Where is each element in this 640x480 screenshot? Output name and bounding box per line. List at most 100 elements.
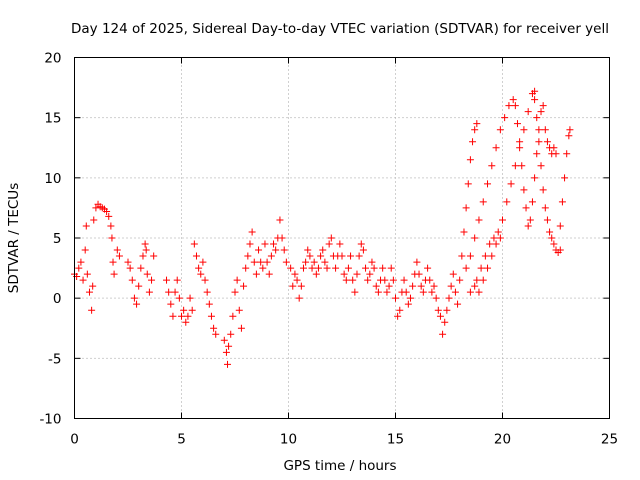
data-point <box>169 312 177 320</box>
data-point <box>471 282 479 290</box>
data-point <box>436 312 444 320</box>
data-point <box>404 300 412 308</box>
data-point <box>548 234 556 242</box>
data-point <box>535 138 543 146</box>
data-point <box>456 276 464 284</box>
data-point <box>558 198 566 206</box>
data-point <box>190 240 198 248</box>
data-point <box>323 264 331 272</box>
data-point <box>233 276 241 284</box>
data-point <box>150 252 158 260</box>
data-point <box>237 324 245 332</box>
data-point <box>182 318 190 326</box>
data-point <box>109 258 117 266</box>
data-point <box>192 252 200 260</box>
data-point <box>372 282 380 290</box>
data-point <box>477 264 485 272</box>
y-axis-label: SDTVAR / TECUs <box>6 183 22 293</box>
data-point <box>353 270 361 278</box>
data-point <box>308 264 316 272</box>
data-point <box>141 240 149 248</box>
data-point <box>295 294 303 302</box>
data-point <box>321 258 329 266</box>
data-point <box>432 294 440 302</box>
data-point <box>327 234 335 242</box>
data-point <box>257 258 265 266</box>
data-point <box>75 264 83 272</box>
data-point <box>473 120 481 128</box>
tick-labels: 0 5 10 15 20 25 -10 -5 0 5 10 15 20 <box>39 51 618 448</box>
data-point <box>396 306 404 314</box>
data-point <box>83 270 91 278</box>
data-point <box>261 240 269 248</box>
data-point <box>509 96 517 104</box>
data-point <box>188 306 196 314</box>
data-point <box>289 282 297 290</box>
data-point <box>556 222 564 230</box>
data-point <box>199 258 207 266</box>
data-point <box>524 222 532 230</box>
data-point <box>460 228 468 236</box>
data-point <box>220 336 228 344</box>
data-point <box>355 252 363 260</box>
data-point <box>454 300 462 308</box>
data-point <box>565 132 573 140</box>
data-point <box>227 330 235 338</box>
x-tick-label: 5 <box>177 432 186 448</box>
data-point <box>535 126 543 134</box>
data-point <box>229 312 237 320</box>
data-point <box>195 264 203 272</box>
data-point <box>492 240 500 248</box>
data-point <box>516 144 524 152</box>
data-point <box>344 264 352 272</box>
data-point <box>466 252 474 260</box>
data-point <box>287 264 295 272</box>
data-point <box>115 252 123 260</box>
data-point <box>537 162 545 170</box>
x-tick-label: 10 <box>280 432 297 448</box>
data-point <box>107 222 115 230</box>
data-point <box>533 114 541 122</box>
data-point <box>539 186 547 194</box>
data-point <box>494 228 502 236</box>
data-point <box>428 288 436 296</box>
data-point <box>424 264 432 272</box>
data-point <box>263 258 271 266</box>
data-point <box>381 276 389 284</box>
data-point <box>270 240 278 248</box>
data-point <box>434 306 442 314</box>
data-point <box>402 288 410 296</box>
data-point <box>492 144 500 152</box>
data-point <box>383 288 391 296</box>
data-point <box>81 246 89 254</box>
data-point <box>451 288 459 296</box>
data-point <box>385 282 393 290</box>
x-axis-label: GPS time / hours <box>283 458 396 474</box>
data-point <box>180 306 188 314</box>
data-point <box>419 288 427 296</box>
y-tick-label: 20 <box>44 51 61 67</box>
data-point <box>528 198 536 206</box>
data-point <box>499 216 506 224</box>
data-point <box>130 294 138 302</box>
data-point <box>82 222 90 230</box>
data-point <box>359 246 367 254</box>
data-point <box>124 258 132 266</box>
data-point <box>105 212 113 220</box>
data-point <box>543 216 551 224</box>
y-tick-label: 5 <box>53 231 62 247</box>
data-point <box>336 240 344 248</box>
data-point <box>552 150 560 158</box>
data-point <box>178 312 185 320</box>
x-tick-label: 15 <box>387 432 404 448</box>
data-point <box>77 258 85 266</box>
data-points <box>71 87 574 368</box>
data-point <box>503 198 511 206</box>
data-point <box>110 270 118 278</box>
data-point <box>458 252 466 260</box>
data-point <box>387 264 395 272</box>
data-point <box>479 276 487 284</box>
data-point <box>473 276 481 284</box>
data-point <box>462 264 470 272</box>
data-point <box>293 276 301 284</box>
